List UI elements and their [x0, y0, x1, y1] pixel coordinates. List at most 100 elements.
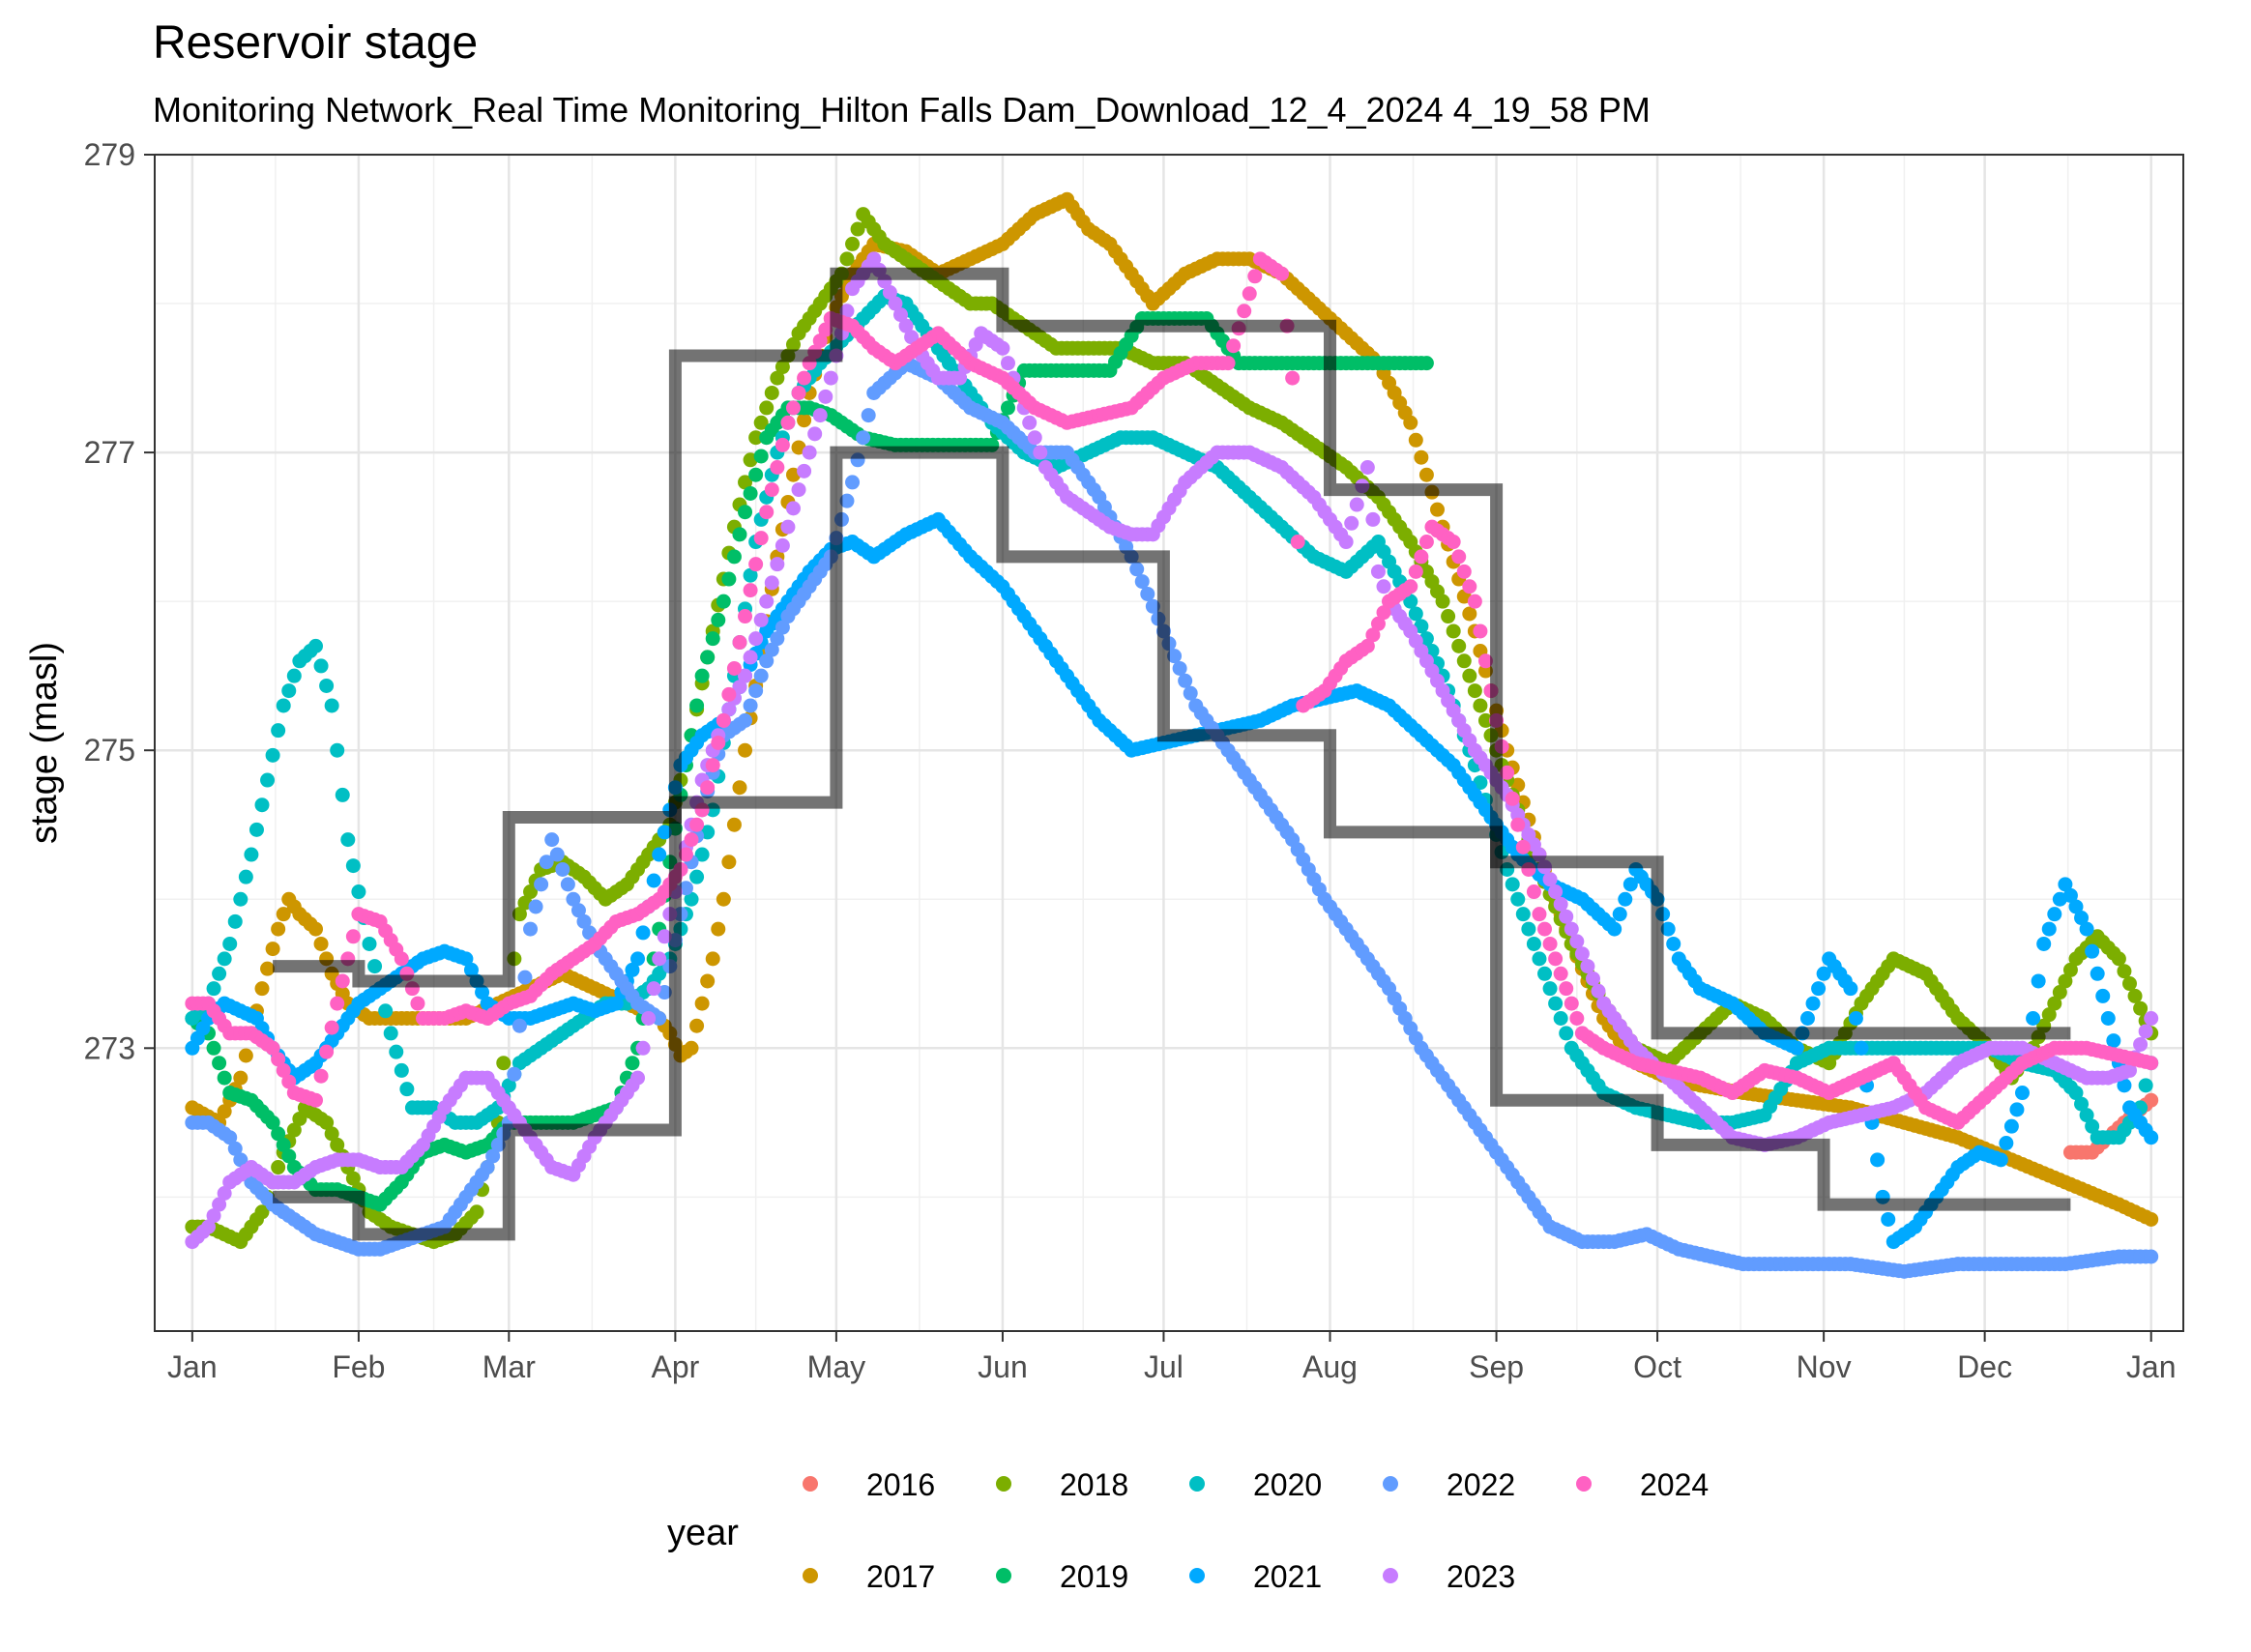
x-tick-label: Mar: [482, 1349, 536, 1384]
data-point: [394, 951, 409, 967]
data-point: [785, 336, 801, 352]
data-point: [635, 1040, 651, 1056]
data-point: [2079, 921, 2094, 937]
legend-label: 2018: [1060, 1467, 1128, 1502]
legend-key: [996, 1568, 1011, 1583]
data-point: [775, 360, 790, 375]
data-point: [726, 817, 742, 832]
data-point: [1000, 400, 1015, 416]
data-point: [2009, 1102, 2025, 1117]
data-point: [1618, 891, 1633, 907]
data-point: [2138, 1078, 2153, 1093]
data-point: [2106, 1033, 2121, 1049]
data-point: [689, 869, 705, 884]
data-point: [802, 445, 817, 460]
data-point: [646, 873, 661, 888]
data-point: [394, 1062, 409, 1078]
data-point: [286, 668, 302, 683]
data-point: [753, 612, 769, 627]
data-point: [528, 899, 543, 914]
data-point: [700, 650, 716, 665]
data-point: [738, 712, 753, 728]
x-tick-label: Feb: [332, 1349, 385, 1384]
data-point: [1129, 562, 1145, 577]
data-point: [313, 658, 329, 674]
legend-key: [996, 1476, 1011, 1492]
data-point: [233, 1152, 248, 1168]
data-point: [206, 981, 221, 997]
data-point: [732, 780, 747, 796]
data-point: [345, 929, 361, 944]
data-point: [839, 493, 855, 508]
data-point: [1365, 511, 1381, 527]
legend-key: [1383, 1568, 1398, 1583]
step-line-2: [273, 446, 2071, 1241]
x-tick-label: May: [807, 1349, 865, 1384]
data-point: [1526, 884, 1541, 900]
data-point: [888, 296, 903, 311]
data-point: [1789, 1040, 1804, 1056]
data-point: [544, 832, 560, 848]
data-point: [716, 594, 731, 609]
data-point: [1559, 981, 1574, 997]
data-point: [2144, 1211, 2159, 1227]
data-point: [1247, 269, 1263, 284]
data-point: [1178, 673, 1193, 688]
series-2022: [185, 356, 2159, 1279]
data-point: [812, 333, 828, 349]
data-point: [753, 415, 769, 430]
data-point: [797, 463, 812, 478]
data-point: [711, 612, 726, 627]
data-point: [743, 583, 758, 598]
data-point: [362, 936, 377, 951]
data-point: [694, 996, 710, 1011]
data-point: [2036, 936, 2052, 951]
data-point: [1414, 449, 1429, 465]
data-point: [217, 951, 232, 967]
data-point: [233, 891, 248, 907]
data-point: [1805, 996, 1821, 1011]
data-point: [678, 847, 693, 862]
data-point: [286, 1122, 302, 1138]
data-point: [1446, 623, 1461, 639]
data-point: [743, 698, 758, 713]
data-point: [1408, 606, 1423, 622]
data-point: [1274, 266, 1290, 281]
data-point: [2127, 988, 2143, 1003]
data-point: [1505, 877, 1520, 892]
data-point: [1585, 971, 1600, 986]
data-point: [856, 430, 871, 446]
data-point: [839, 251, 855, 267]
data-point: [716, 891, 731, 907]
data-point: [1467, 683, 1482, 699]
data-point: [785, 501, 801, 516]
data-point: [807, 426, 823, 442]
data-point: [898, 318, 914, 333]
data-point: [2047, 996, 2062, 1011]
data-point: [1870, 1152, 1886, 1168]
data-point: [1220, 356, 1236, 371]
y-axis: 273 275 277 279: [84, 137, 155, 1065]
data-point: [635, 925, 651, 941]
data-point: [770, 557, 785, 572]
chart-title: Reservoir stage: [153, 17, 478, 69]
data-point: [1542, 872, 1558, 887]
data-point: [1408, 432, 1423, 448]
data-point: [753, 531, 769, 546]
data-point: [1564, 921, 1579, 937]
data-point: [775, 437, 790, 452]
data-point: [1370, 616, 1386, 631]
legend-item-2024: 2024: [1576, 1467, 1709, 1502]
data-point: [1167, 649, 1183, 664]
data-point: [608, 996, 624, 1011]
data-point: [1532, 907, 1547, 922]
data-point: [780, 415, 796, 430]
data-point: [233, 1070, 248, 1086]
data-point: [254, 981, 270, 997]
data-point: [276, 1062, 291, 1078]
data-point: [732, 527, 747, 542]
data-point: [726, 549, 742, 565]
data-point: [738, 475, 753, 490]
data-point: [1473, 698, 1488, 713]
data-point: [308, 638, 324, 653]
